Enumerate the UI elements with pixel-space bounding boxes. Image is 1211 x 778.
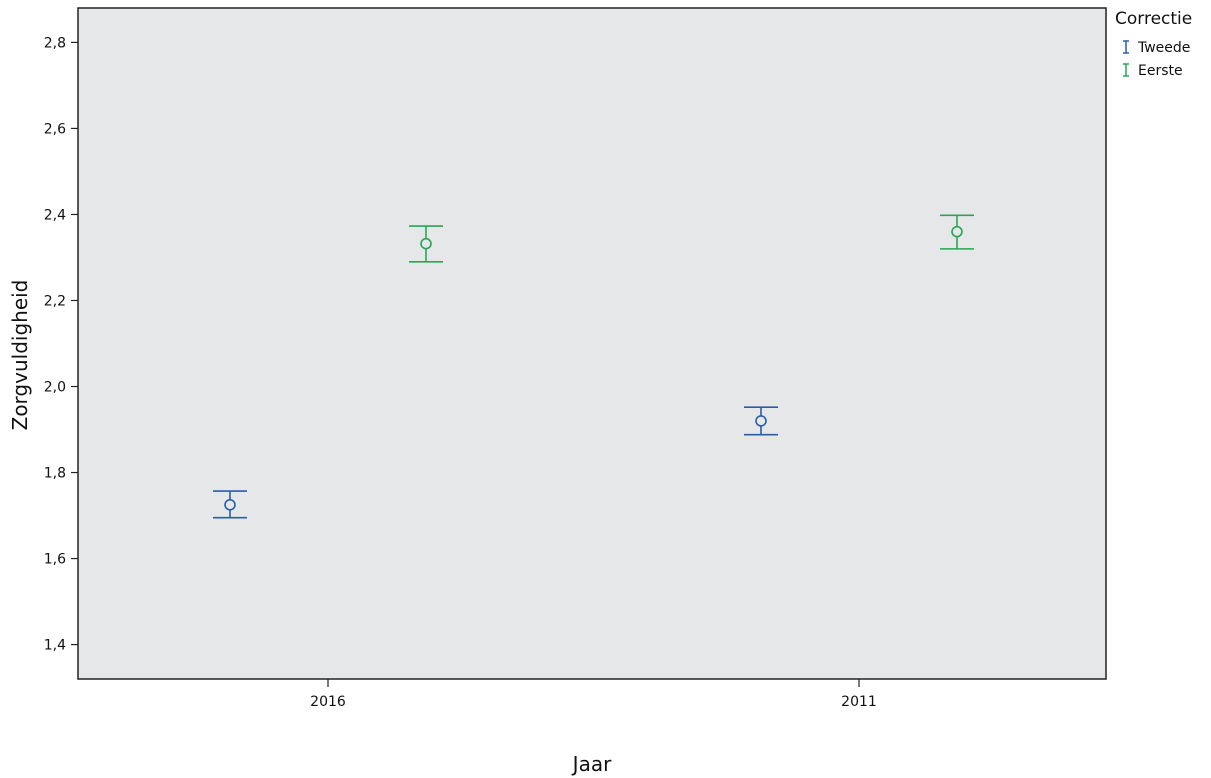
x-tick-label: 2016 — [310, 694, 346, 710]
error-bars — [213, 214, 974, 519]
y-tick-label: 2,0 — [44, 380, 66, 396]
legend-label: Tweede — [1137, 40, 1190, 56]
legend-item-tweede: Tweede — [1123, 40, 1190, 56]
y-tick-label: 2,6 — [44, 121, 66, 137]
y-tick-label: 1,4 — [44, 638, 66, 654]
mean-marker — [224, 498, 236, 511]
error-bar-eerste-2011 — [940, 214, 974, 250]
x-axis-title: Jaar — [571, 752, 612, 776]
error-bar-tweede-2011 — [744, 406, 778, 436]
y-axis: 1,4 1,6 1,8 2,0 2,2 2,4 2,6 2,8 — [44, 35, 78, 654]
y-axis-title: Zorgvuldigheid — [8, 280, 32, 431]
plot-area — [77, 7, 1107, 680]
legend-label: Eerste — [1138, 63, 1183, 79]
mean-marker — [951, 225, 963, 238]
y-tick-label: 2,4 — [44, 207, 66, 223]
y-tick-label: 2,2 — [44, 293, 66, 309]
mean-marker — [420, 237, 432, 250]
error-bar-eerste-2016 — [409, 225, 443, 263]
y-tick-label: 1,6 — [44, 552, 66, 568]
legend: Correctie Tweede Eerste — [1115, 9, 1192, 79]
x-axis: 2016 2011 — [310, 679, 877, 710]
y-tick-label: 2,8 — [44, 35, 66, 51]
x-tick-label: 2011 — [841, 694, 877, 710]
legend-title: Correctie — [1115, 9, 1192, 29]
y-tick-label: 1,8 — [44, 466, 66, 482]
legend-item-eerste: Eerste — [1123, 63, 1183, 79]
mean-marker — [755, 415, 767, 427]
error-bar-tweede-2016 — [213, 490, 247, 519]
